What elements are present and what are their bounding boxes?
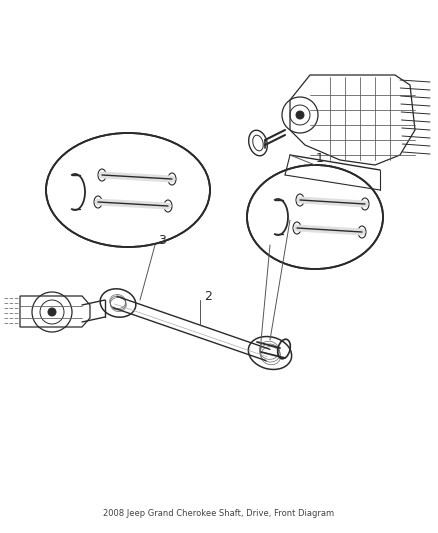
Ellipse shape <box>46 133 210 247</box>
Ellipse shape <box>247 165 383 269</box>
Text: 3: 3 <box>158 233 166 246</box>
Text: 2: 2 <box>204 289 212 303</box>
Circle shape <box>296 111 304 119</box>
Text: 1: 1 <box>316 151 324 165</box>
Text: 2008 Jeep Grand Cherokee Shaft, Drive, Front Diagram: 2008 Jeep Grand Cherokee Shaft, Drive, F… <box>103 509 335 518</box>
Circle shape <box>48 308 56 316</box>
